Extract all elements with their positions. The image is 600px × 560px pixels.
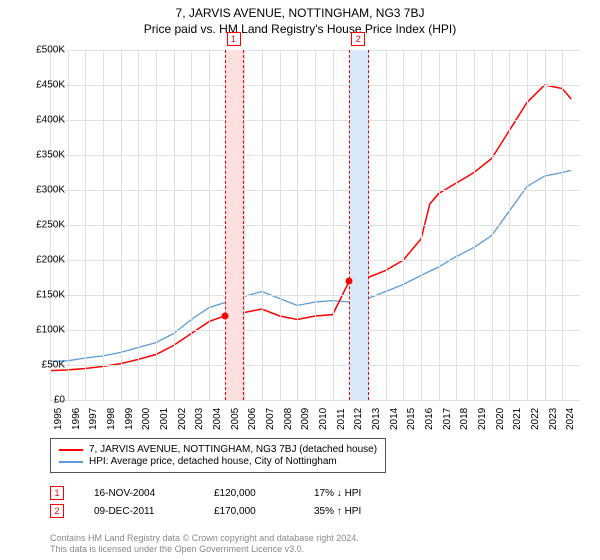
- x-axis-label: 1998: [106, 408, 117, 430]
- y-axis-label: £450K: [20, 80, 65, 91]
- x-axis-label: 2008: [283, 408, 294, 430]
- y-axis-label: £300K: [20, 185, 65, 196]
- transaction-marker: 1: [50, 486, 64, 500]
- legend-swatch: [59, 449, 83, 451]
- y-axis-label: £400K: [20, 115, 65, 126]
- y-axis-label: £50K: [20, 360, 65, 371]
- title-area: 7, JARVIS AVENUE, NOTTINGHAM, NG3 7BJ Pr…: [0, 0, 600, 36]
- legend-swatch: [59, 461, 83, 463]
- transaction-date: 16-NOV-2004: [94, 488, 184, 499]
- x-axis-label: 2024: [565, 408, 576, 430]
- x-axis-label: 1995: [53, 408, 64, 430]
- legend-box: 7, JARVIS AVENUE, NOTTINGHAM, NG3 7BJ (d…: [50, 438, 386, 473]
- legend-row: 7, JARVIS AVENUE, NOTTINGHAM, NG3 7BJ (d…: [59, 444, 377, 455]
- x-axis-label: 2022: [530, 408, 541, 430]
- x-axis-label: 2010: [318, 408, 329, 430]
- x-axis-label: 2017: [442, 408, 453, 430]
- footer-text: Contains HM Land Registry data © Crown c…: [50, 533, 359, 556]
- x-axis-label: 2014: [389, 408, 400, 430]
- x-axis-label: 2019: [477, 408, 488, 430]
- x-axis-label: 2015: [406, 408, 417, 430]
- y-axis-label: £200K: [20, 255, 65, 266]
- x-axis-label: 2007: [265, 408, 276, 430]
- chart-plot-area: 12: [50, 50, 580, 401]
- x-axis-label: 2004: [212, 408, 223, 430]
- x-axis-label: 2020: [495, 408, 506, 430]
- transaction-row: 1 16-NOV-2004 £120,000 17% ↓ HPI: [50, 486, 394, 500]
- sale-point-dot: [221, 313, 228, 320]
- footer-line-1: Contains HM Land Registry data © Crown c…: [50, 533, 359, 545]
- transaction-pct: 17% ↓ HPI: [314, 488, 394, 499]
- transaction-date: 09-DEC-2011: [94, 506, 184, 517]
- x-axis-label: 2003: [194, 408, 205, 430]
- x-axis-label: 2011: [336, 408, 347, 430]
- x-axis-label: 2002: [177, 408, 188, 430]
- y-axis-label: £0: [20, 395, 65, 406]
- title-line-1: 7, JARVIS AVENUE, NOTTINGHAM, NG3 7BJ: [0, 6, 600, 20]
- legend-label: HPI: Average price, detached house, City…: [89, 456, 337, 467]
- x-axis-label: 2001: [159, 408, 170, 430]
- region-marker: 1: [227, 32, 241, 46]
- x-axis-label: 2006: [247, 408, 258, 430]
- x-axis-label: 2016: [424, 408, 435, 430]
- sale-point-dot: [346, 278, 353, 285]
- region-marker: 2: [351, 32, 365, 46]
- transaction-row: 2 09-DEC-2011 £170,000 35% ↑ HPI: [50, 504, 394, 518]
- x-axis-label: 2009: [300, 408, 311, 430]
- transactions-table: 1 16-NOV-2004 £120,000 17% ↓ HPI 2 09-DE…: [50, 482, 394, 522]
- x-axis-label: 2013: [371, 408, 382, 430]
- legend-label: 7, JARVIS AVENUE, NOTTINGHAM, NG3 7BJ (d…: [89, 444, 377, 455]
- legend-row: HPI: Average price, detached house, City…: [59, 456, 377, 467]
- transaction-price: £120,000: [214, 488, 284, 499]
- title-line-2: Price paid vs. HM Land Registry's House …: [0, 22, 600, 36]
- x-axis-label: 1997: [88, 408, 99, 430]
- chart-container: 7, JARVIS AVENUE, NOTTINGHAM, NG3 7BJ Pr…: [0, 0, 600, 560]
- x-axis-label: 2012: [353, 408, 364, 430]
- footer-line-2: This data is licensed under the Open Gov…: [50, 544, 359, 556]
- y-axis-label: £150K: [20, 290, 65, 301]
- x-axis-label: 2005: [230, 408, 241, 430]
- y-axis-label: £350K: [20, 150, 65, 161]
- y-axis-label: £500K: [20, 45, 65, 56]
- x-axis-label: 1996: [71, 408, 82, 430]
- x-axis-label: 2018: [459, 408, 470, 430]
- y-axis-label: £100K: [20, 325, 65, 336]
- transaction-price: £170,000: [214, 506, 284, 517]
- x-axis-label: 1999: [124, 408, 135, 430]
- x-axis-label: 2000: [141, 408, 152, 430]
- transaction-pct: 35% ↑ HPI: [314, 506, 394, 517]
- transaction-marker: 2: [50, 504, 64, 518]
- y-axis-label: £250K: [20, 220, 65, 231]
- x-axis-label: 2023: [548, 408, 559, 430]
- x-axis-label: 2021: [512, 408, 523, 430]
